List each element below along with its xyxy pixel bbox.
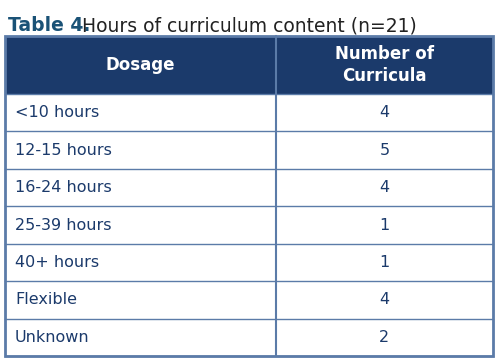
Bar bbox=[5, 131, 493, 169]
Bar bbox=[5, 281, 493, 318]
Text: Dosage: Dosage bbox=[106, 56, 175, 74]
Bar bbox=[5, 36, 493, 356]
Bar bbox=[5, 94, 493, 131]
Text: 4: 4 bbox=[380, 180, 390, 195]
Bar bbox=[5, 244, 493, 281]
Text: 4: 4 bbox=[380, 105, 390, 120]
Bar bbox=[5, 36, 493, 94]
Bar bbox=[5, 318, 493, 356]
Text: Number of
Curricula: Number of Curricula bbox=[335, 45, 434, 85]
Text: 2: 2 bbox=[380, 330, 390, 345]
Text: 1: 1 bbox=[380, 255, 390, 270]
Text: Table 4.: Table 4. bbox=[8, 16, 90, 35]
Text: 25-39 hours: 25-39 hours bbox=[15, 217, 112, 232]
Text: Unknown: Unknown bbox=[15, 330, 90, 345]
Text: 12-15 hours: 12-15 hours bbox=[15, 143, 112, 158]
Bar bbox=[5, 169, 493, 206]
Text: 1: 1 bbox=[380, 217, 390, 232]
Text: 40+ hours: 40+ hours bbox=[15, 255, 99, 270]
Text: 16-24 hours: 16-24 hours bbox=[15, 180, 112, 195]
Bar bbox=[5, 206, 493, 244]
Text: 5: 5 bbox=[380, 143, 390, 158]
Text: <10 hours: <10 hours bbox=[15, 105, 99, 120]
Text: Hours of curriculum content (n=21): Hours of curriculum content (n=21) bbox=[76, 16, 417, 35]
Text: 4: 4 bbox=[380, 292, 390, 307]
Text: Flexible: Flexible bbox=[15, 292, 77, 307]
